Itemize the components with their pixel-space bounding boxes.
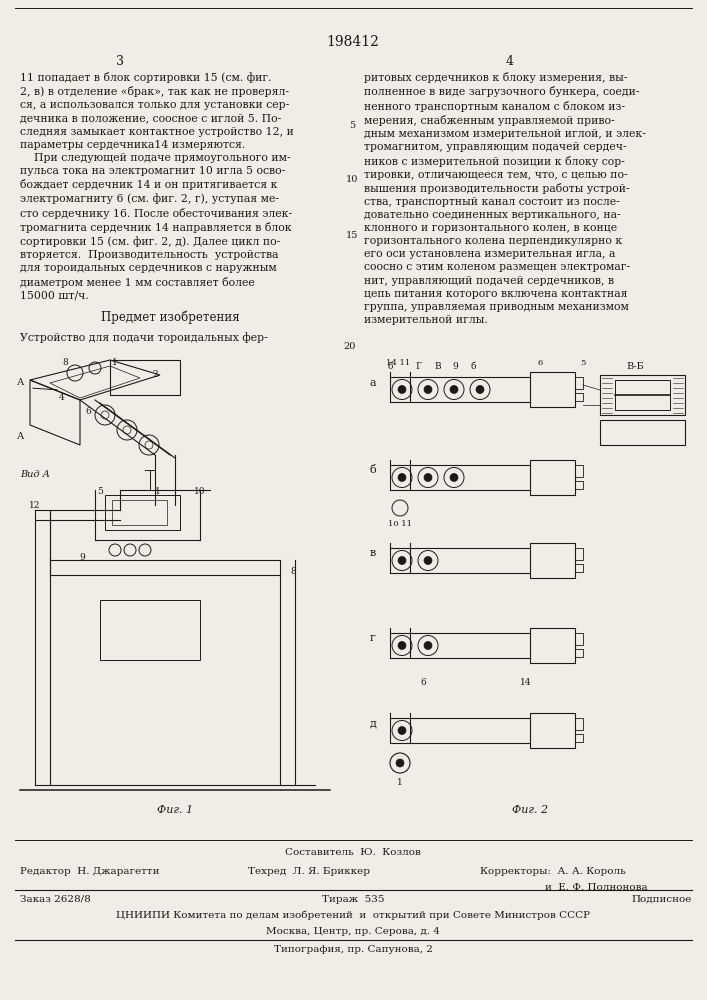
Text: Фиг. 1: Фиг. 1 — [157, 805, 193, 815]
Bar — [100, 600, 200, 660]
Bar — [600, 375, 685, 415]
Circle shape — [476, 385, 484, 393]
Text: ритовых сердечников к блоку измерения, вы-
полненное в виде загрузочного бункера: ритовых сердечников к блоку измерения, в… — [364, 72, 646, 325]
Circle shape — [450, 385, 458, 393]
Bar — [530, 713, 575, 748]
Bar — [600, 420, 685, 445]
Bar — [575, 548, 583, 560]
Bar — [105, 495, 180, 530]
Text: Корректоры:  А. А. Король: Корректоры: А. А. Король — [480, 867, 626, 876]
Circle shape — [424, 385, 432, 393]
Text: Устройство для подачи тороидальных фер-: Устройство для подачи тороидальных фер- — [20, 332, 268, 343]
Text: ЦНИИПИ Комитета по делам изобретений  и  открытий при Совете Министров СССР: ЦНИИПИ Комитета по делам изобретений и о… — [116, 911, 590, 920]
Text: 20: 20 — [344, 342, 356, 351]
Bar — [575, 564, 583, 572]
Text: Заказ 2628/8: Заказ 2628/8 — [20, 895, 90, 904]
Text: 5: 5 — [580, 359, 585, 367]
Text: 4: 4 — [59, 393, 65, 402]
Text: 12: 12 — [28, 500, 40, 510]
Text: 14: 14 — [520, 678, 532, 687]
Text: 15: 15 — [346, 232, 358, 240]
Text: А: А — [17, 432, 24, 441]
Text: а: а — [370, 378, 377, 388]
Bar — [530, 460, 575, 495]
Circle shape — [398, 556, 406, 564]
Text: 11 попадает в блок сортировки 15 (см. фиг.
2, в) в отделение «брак», так как не : 11 попадает в блок сортировки 15 (см. фи… — [20, 72, 294, 301]
Circle shape — [450, 474, 458, 482]
Bar — [575, 734, 583, 742]
Text: 10 11: 10 11 — [388, 520, 412, 528]
Text: Редактор  Н. Джарагетти: Редактор Н. Джарагетти — [20, 867, 160, 876]
Text: Составитель  Ю.  Козлов: Составитель Ю. Козлов — [285, 848, 421, 857]
Text: 5: 5 — [349, 120, 355, 129]
Text: б: б — [470, 362, 476, 371]
Bar — [530, 628, 575, 663]
Text: 6: 6 — [420, 678, 426, 687]
Text: Тираж  535: Тираж 535 — [322, 895, 384, 904]
Circle shape — [398, 642, 406, 650]
Text: б: б — [370, 465, 377, 475]
Bar — [575, 465, 583, 477]
Text: 10: 10 — [194, 487, 206, 496]
Text: Фиг. 2: Фиг. 2 — [512, 805, 548, 815]
Text: 1: 1 — [397, 778, 403, 787]
Text: Г: Г — [415, 362, 421, 371]
Text: А: А — [17, 378, 24, 387]
Text: д: д — [370, 718, 377, 728]
Text: В-Б: В-Б — [626, 362, 644, 371]
Circle shape — [424, 642, 432, 650]
Text: 9: 9 — [79, 552, 85, 562]
Text: Предмет изобретения: Предмет изобретения — [100, 310, 239, 324]
Text: 4: 4 — [506, 55, 514, 68]
Text: Техред  Л. Я. Бриккер: Техред Л. Я. Бриккер — [248, 867, 370, 876]
Text: б: б — [387, 362, 393, 371]
Text: Москва, Центр, пр. Серова, д. 4: Москва, Центр, пр. Серова, д. 4 — [266, 927, 440, 936]
Text: г: г — [370, 633, 375, 643]
Circle shape — [398, 385, 406, 393]
Bar — [575, 718, 583, 730]
Text: Типография, пр. Сапунова, 2: Типография, пр. Сапунова, 2 — [274, 945, 433, 954]
Text: 8: 8 — [290, 568, 296, 576]
Bar — [530, 372, 575, 407]
Text: В: В — [435, 362, 441, 371]
Text: 14 11: 14 11 — [386, 359, 410, 367]
Bar — [575, 393, 583, 401]
Bar — [575, 481, 583, 489]
Text: 5: 5 — [97, 487, 103, 496]
Circle shape — [398, 474, 406, 482]
Text: 10: 10 — [346, 176, 358, 184]
Text: 8: 8 — [62, 358, 68, 367]
Text: в: в — [370, 548, 376, 558]
Bar — [112, 500, 167, 525]
Text: 1: 1 — [155, 487, 160, 496]
Text: 1: 1 — [112, 358, 118, 367]
Text: 3: 3 — [116, 55, 124, 68]
Bar — [575, 649, 583, 657]
Text: и  Е. Ф. Полнонова: и Е. Ф. Полнонова — [545, 883, 648, 892]
Circle shape — [424, 556, 432, 564]
Bar — [575, 377, 583, 389]
Circle shape — [398, 726, 406, 734]
Text: 6: 6 — [85, 407, 91, 416]
Bar — [615, 380, 670, 410]
Text: 6: 6 — [537, 359, 543, 367]
Circle shape — [424, 474, 432, 482]
Bar — [575, 633, 583, 645]
Text: 198412: 198412 — [327, 35, 380, 49]
Text: 9: 9 — [452, 362, 458, 371]
Circle shape — [396, 759, 404, 767]
Text: Вид А: Вид А — [20, 470, 50, 479]
Text: Подписное: Подписное — [631, 895, 692, 904]
Text: 2: 2 — [152, 370, 158, 379]
Bar — [530, 543, 575, 578]
